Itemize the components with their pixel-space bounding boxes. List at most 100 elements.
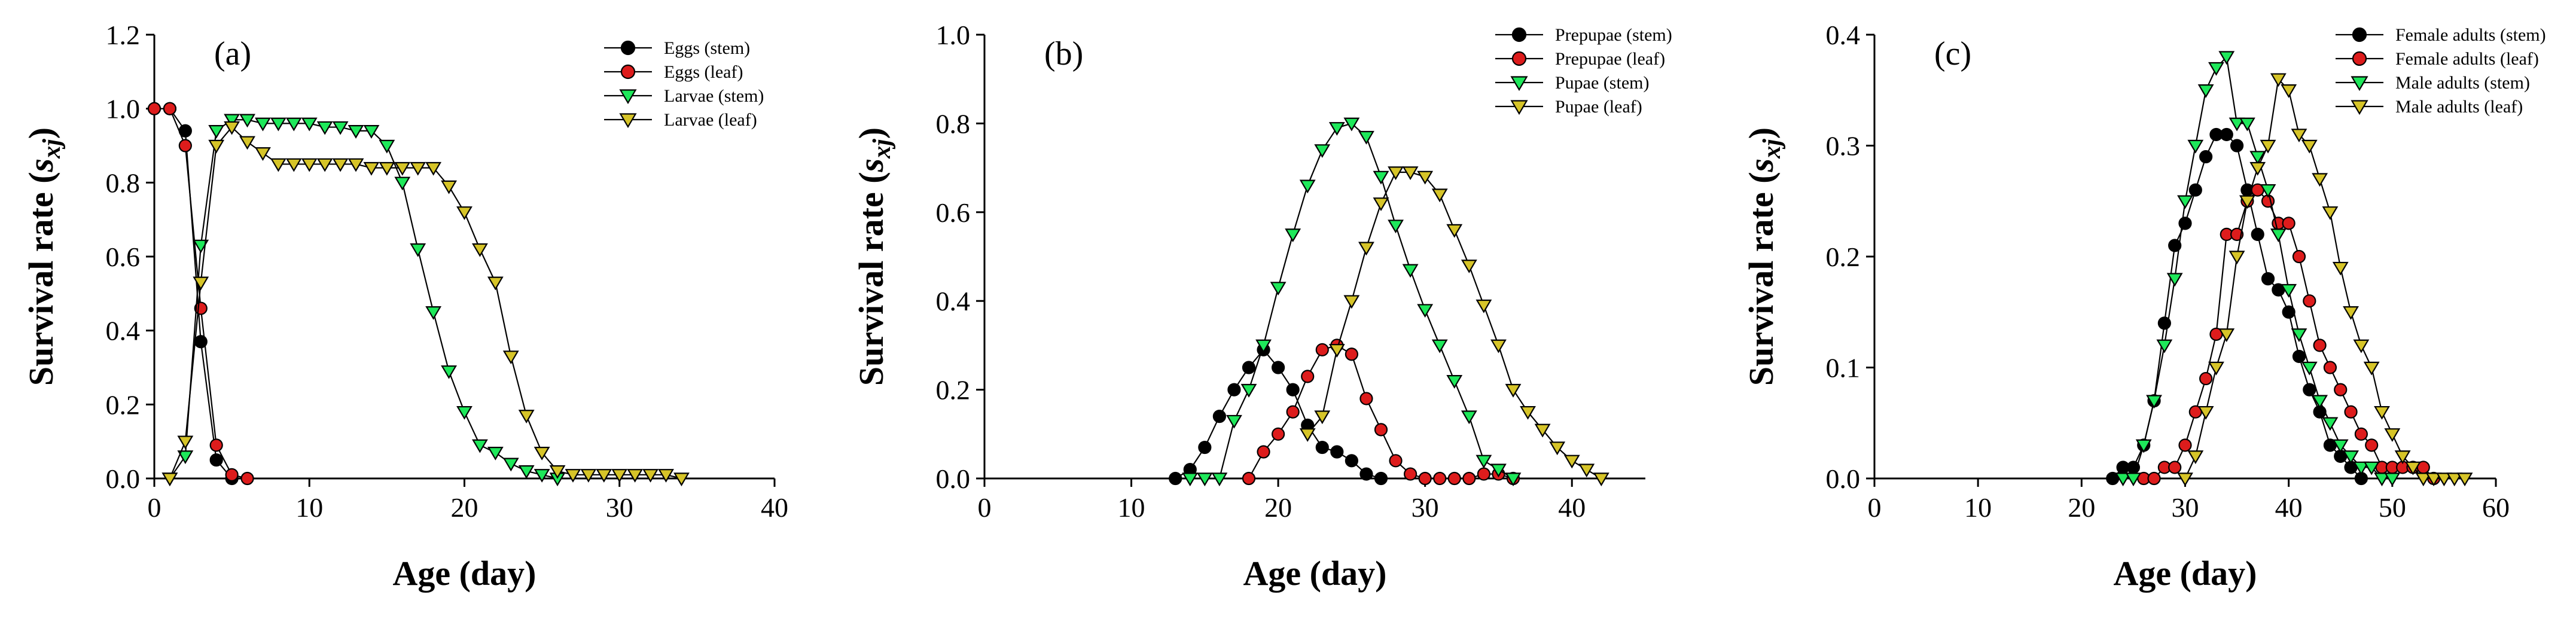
data-point (1240, 383, 1257, 398)
y-tick-label: 0.3 (1826, 131, 1861, 161)
x-axis-title: Age (day) (1243, 554, 1386, 593)
x-tick-label: 10 (1964, 492, 1992, 523)
data-point (2208, 361, 2224, 376)
legend-marker (1511, 27, 1527, 42)
data-point (2312, 173, 2328, 187)
data-point (2199, 371, 2213, 386)
data-point (239, 114, 255, 128)
data-point (441, 180, 457, 194)
data-point (177, 450, 194, 464)
data-point (2197, 405, 2214, 420)
data-point (1461, 260, 1477, 273)
data-point (177, 435, 194, 450)
series-4 (161, 121, 690, 487)
data-point (1417, 170, 1434, 185)
data-point (255, 147, 271, 161)
series-2 (1242, 339, 1520, 486)
data-point (2270, 228, 2287, 242)
data-point (2251, 227, 2264, 241)
data-point (1270, 282, 1287, 296)
x-tick-label: 50 (2379, 492, 2406, 523)
legend-marker (619, 89, 637, 105)
data-point (1314, 144, 1331, 158)
x-tick-label: 0 (148, 492, 161, 523)
data-point (332, 121, 349, 135)
data-point (285, 158, 302, 172)
data-point (2343, 450, 2359, 464)
data-point (332, 158, 349, 172)
data-point (193, 239, 209, 254)
data-point (2218, 328, 2235, 342)
data-point (1476, 455, 1492, 469)
data-point (2322, 417, 2339, 431)
data-point (1182, 472, 1199, 487)
x-tick-label: 0 (1868, 492, 1882, 523)
data-point (596, 469, 612, 483)
data-point (1563, 455, 1580, 469)
data-point (363, 161, 380, 176)
data-point (2363, 461, 2380, 475)
y-axis-title: Survival rate (sxj) (852, 127, 896, 386)
data-point (347, 125, 364, 139)
data-point (2344, 405, 2358, 419)
data-point (2282, 305, 2295, 319)
data-point (2260, 184, 2276, 198)
data-point (193, 276, 209, 291)
legend-entry: Prepupae (stem) (1555, 25, 1672, 45)
data-point (673, 472, 690, 487)
series-line (154, 108, 233, 479)
data-point (2343, 306, 2359, 320)
legend-marker (2351, 76, 2368, 92)
legend: Female adults (stem) Female adults (leaf)… (2336, 25, 2546, 117)
data-point (1431, 339, 1448, 353)
data-point (1257, 445, 1270, 459)
chart-panel-3: 0.0 0.1 0.2 0.3 0.4 0 10 20 30 40 50 60 Age (day) Sur… (1742, 20, 2546, 593)
data-point (1314, 410, 1331, 425)
x-tick-label: 30 (606, 492, 633, 523)
series-3 (161, 114, 566, 487)
data-point (2135, 439, 2152, 453)
data-point (301, 158, 318, 172)
data-point (1388, 219, 1404, 234)
data-point (1402, 166, 1419, 181)
data-point (1578, 464, 1595, 478)
data-point (2199, 150, 2213, 164)
data-point (502, 458, 519, 472)
data-point (441, 365, 457, 379)
data-point (2178, 217, 2192, 230)
data-point (1388, 166, 1404, 181)
x-tick-label: 20 (451, 492, 478, 523)
data-point (611, 469, 628, 483)
legend-entry: Male adults (stem) (2395, 73, 2530, 93)
data-point (2354, 427, 2368, 441)
data-point (2374, 405, 2390, 420)
x-axis-title: Age (day) (392, 554, 536, 593)
data-point (2363, 361, 2380, 376)
series-1 (147, 102, 239, 486)
data-point (1505, 472, 1522, 487)
data-point (1431, 188, 1448, 203)
chart-panel-1: 0.0 0.2 0.4 0.6 0.8 1.0 1.2 0 10 20 30 40 Age (day) S… (22, 20, 788, 593)
data-point (2178, 438, 2192, 452)
data-point (1374, 423, 1388, 437)
y-axis-title: Survival rate (sxj) (22, 127, 66, 386)
data-point (565, 469, 581, 483)
x-tick-label: 40 (761, 492, 788, 523)
data-point (1446, 375, 1463, 389)
chart-panel-2: 0.0 0.2 0.4 0.6 0.8 1.0 0 10 20 30 40 Age (day) Surv… (852, 20, 1672, 593)
data-point (580, 469, 597, 483)
data-point (2177, 195, 2193, 209)
data-point (2261, 272, 2275, 286)
x-tick-label: 40 (1558, 492, 1586, 523)
data-point (209, 438, 223, 452)
data-point (2208, 62, 2224, 76)
y-tick-label: 0.2 (936, 375, 971, 405)
data-point (1328, 122, 1345, 136)
data-point (285, 117, 302, 132)
y-axis-title: Survival rate (sxj) (1742, 127, 1786, 386)
data-point (1418, 471, 1432, 486)
series-4 (2177, 73, 2473, 487)
data-point (2115, 472, 2132, 487)
data-point (163, 102, 177, 115)
